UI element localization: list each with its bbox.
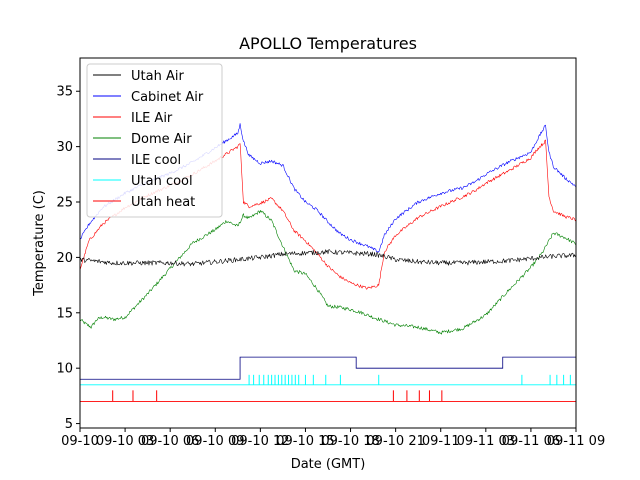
x-tick-label-10: 09-11 06 [502,434,560,449]
legend-box [86,63,223,218]
legend-label-utah-air: Utah Air [131,69,184,84]
y-tick-label-10: 10 [56,362,73,377]
series-utah-heat [80,390,576,402]
legend-label-ile-cool: ILE cool [131,153,181,168]
y-tick-label-25: 25 [56,196,73,211]
x-axis-label: Date (GMT) [291,457,366,472]
legend-label-utah-cool: Utah cool [131,174,193,189]
y-tick-label-30: 30 [56,140,73,155]
series-ile-cool-line [80,356,576,380]
y-axis-label: Temperature (C) [32,190,47,297]
x-tick-label-6: 09-10 18 [321,434,379,449]
legend-label-ile-air: ILE Air [131,111,173,126]
chart-title: APOLLO Temperatures [239,34,417,53]
plot-frame [79,57,577,429]
x-tick-label-0: 09-10 [61,434,99,449]
x-tick-label-7: 09-10 21 [366,434,424,449]
y-tick-label-5: 5 [65,417,73,432]
series-dome-air-line [80,210,576,335]
legend-label-cabinet-air: Cabinet Air [131,90,204,105]
series-utah-air-line [80,249,576,267]
x-tick-label-4: 09-10 12 [231,434,289,449]
legend-label-dome-air: Dome Air [131,132,192,147]
x-tick-label-3: 09-10 09 [186,434,244,449]
series-utah-cool [80,374,576,386]
x-tick-label-11: 09-11 09 [547,434,605,449]
x-tick-label-5: 09-10 15 [276,434,334,449]
legend-label-utah-heat: Utah heat [131,195,195,210]
legend: Utah Air Cabinet Air ILE Air Dome Air ILE co… [86,63,223,218]
x-tick-label-9: 09-11 03 [457,434,515,449]
x-tick-label-2: 09-10 06 [141,434,199,449]
y-tick-label-15: 15 [56,306,73,321]
y-tick-label-35: 35 [56,85,73,100]
x-tick-label-8: 09-11 [422,434,460,449]
x-tick-label-1: 09-10 03 [96,434,154,449]
y-tick-label-20: 20 [56,251,73,266]
